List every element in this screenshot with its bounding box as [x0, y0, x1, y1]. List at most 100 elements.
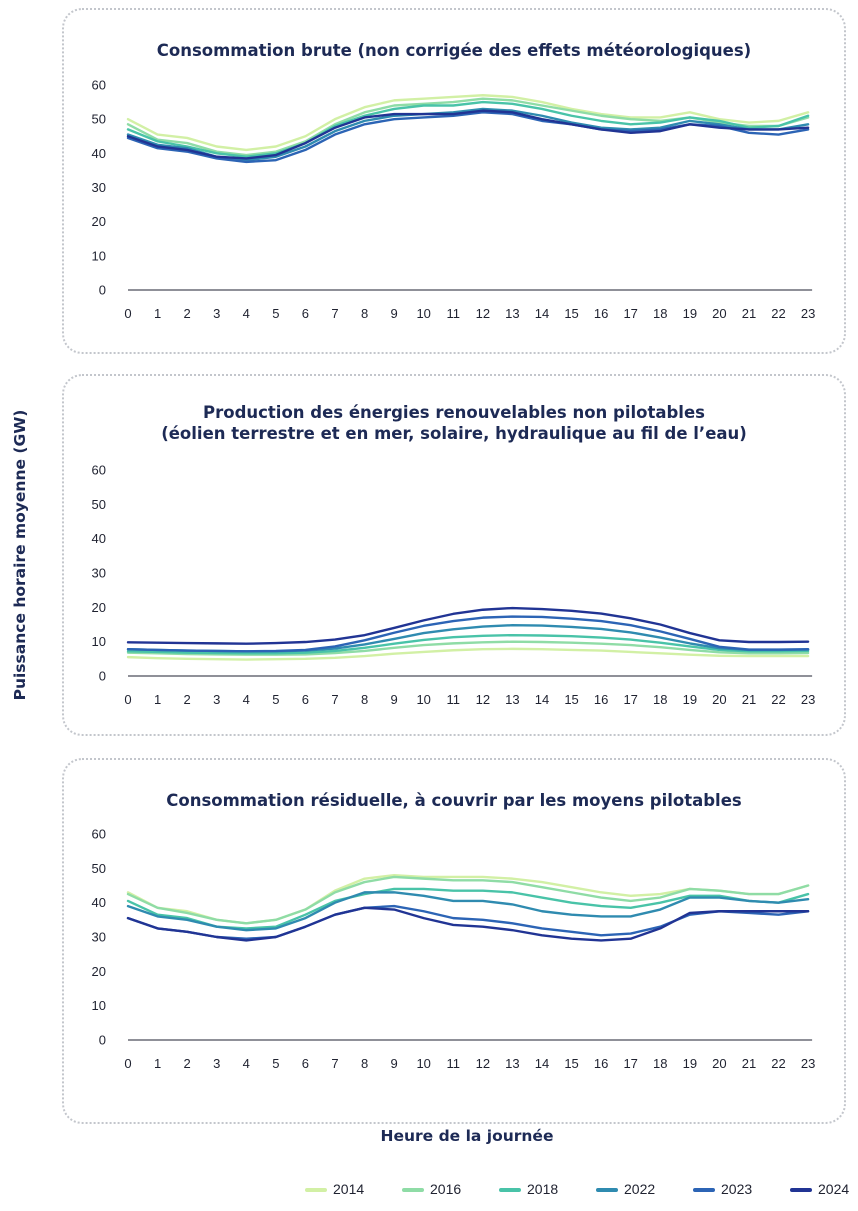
x-tick-label: 6	[302, 306, 309, 321]
x-tick-label: 3	[213, 1056, 220, 1071]
series-line-2024	[126, 109, 810, 160]
x-tick-label: 6	[302, 692, 309, 707]
x-tick-label: 4	[243, 306, 250, 321]
x-tick-label: 8	[361, 692, 368, 707]
y-tick-label: 0	[99, 283, 106, 298]
x-tick-label: 15	[564, 692, 578, 707]
legend-swatch	[596, 1188, 618, 1192]
x-tick-label: 14	[535, 1056, 549, 1071]
x-tick-label: 17	[623, 1056, 637, 1071]
x-tick-label: 17	[623, 692, 637, 707]
x-tick-label: 4	[243, 692, 250, 707]
x-tick-label: 21	[742, 1056, 756, 1071]
series-line-2024	[126, 906, 810, 942]
x-tick-label: 23	[801, 692, 815, 707]
x-tick-label: 18	[653, 306, 667, 321]
x-tick-label: 0	[124, 692, 131, 707]
x-tick-label: 16	[594, 306, 608, 321]
x-tick-label: 20	[712, 1056, 726, 1071]
y-axis-label: Puissance horaire moyenne (GW)	[11, 409, 29, 701]
x-tick-label: 14	[535, 692, 549, 707]
y-tick-label: 0	[99, 1033, 106, 1048]
x-tick-label: 14	[535, 306, 549, 321]
x-tick-label: 2	[184, 1056, 191, 1071]
y-tick-label: 60	[92, 463, 106, 478]
legend-swatch	[305, 1188, 327, 1192]
y-tick-label: 50	[92, 861, 106, 876]
x-tick-label: 10	[416, 1056, 430, 1071]
series-line-2016	[126, 640, 810, 656]
x-tick-label: 5	[272, 692, 279, 707]
x-tick-label: 1	[154, 692, 161, 707]
y-tick-label: 20	[92, 600, 106, 615]
x-tick-label: 1	[154, 1056, 161, 1071]
x-tick-label: 20	[712, 692, 726, 707]
x-tick-label: 21	[742, 306, 756, 321]
chart-title-line: Production des énergies renouvelables no…	[203, 403, 705, 422]
y-tick-label: 40	[92, 895, 106, 910]
x-tick-label: 23	[801, 306, 815, 321]
x-tick-label: 16	[594, 1056, 608, 1071]
legend-label: 2018	[527, 1181, 559, 1197]
y-tick-label: 20	[92, 214, 106, 229]
x-tick-label: 3	[213, 306, 220, 321]
series-line-2014	[126, 94, 810, 152]
x-tick-label: 7	[331, 1056, 338, 1071]
x-tick-label: 22	[771, 692, 785, 707]
x-tick-label: 2	[184, 306, 191, 321]
legend-swatch	[402, 1188, 424, 1192]
x-tick-label: 1	[154, 306, 161, 321]
x-tick-label: 10	[416, 306, 430, 321]
x-tick-label: 18	[653, 692, 667, 707]
x-tick-label: 3	[213, 692, 220, 707]
x-tick-label: 5	[272, 1056, 279, 1071]
chart-title: Consommation brute (non corrigée des eff…	[64, 40, 844, 61]
chart-panel-consommation-residuelle: Consommation résiduelle, à couvrir par l…	[62, 758, 846, 1124]
x-tick-label: 0	[124, 306, 131, 321]
x-tick-label: 13	[505, 692, 519, 707]
y-tick-label: 50	[92, 497, 106, 512]
x-tick-label: 10	[416, 692, 430, 707]
y-tick-label: 0	[99, 669, 106, 684]
x-tick-label: 12	[476, 692, 490, 707]
x-tick-label: 16	[594, 692, 608, 707]
legend-label: 2014	[333, 1181, 365, 1197]
y-tick-label: 20	[92, 964, 106, 979]
x-tick-label: 11	[447, 306, 461, 321]
series-line-2022	[126, 891, 810, 932]
x-tick-label: 5	[272, 306, 279, 321]
series-line-2016	[126, 875, 810, 925]
x-tick-label: 9	[391, 1056, 398, 1071]
x-tick-label: 21	[742, 692, 756, 707]
chart-title: Production des énergies renouvelables no…	[64, 402, 844, 444]
x-tick-label: 8	[361, 306, 368, 321]
legend-swatch	[790, 1188, 812, 1192]
x-tick-label: 19	[683, 306, 697, 321]
x-tick-label: 13	[505, 1056, 519, 1071]
series-line-2018	[126, 100, 810, 158]
series-line-2023	[126, 615, 810, 653]
legend-swatch	[499, 1188, 521, 1192]
chart-title-line: (éolien terrestre et en mer, solaire, hy…	[161, 424, 747, 443]
x-tick-label: 19	[683, 1056, 697, 1071]
x-tick-label: 7	[331, 692, 338, 707]
legend-swatch	[693, 1188, 715, 1192]
x-axis-label: Heure de la journée	[380, 1127, 554, 1145]
x-tick-label: 17	[623, 306, 637, 321]
x-tick-label: 15	[564, 1056, 578, 1071]
x-tick-label: 8	[361, 1056, 368, 1071]
legend-label: 2016	[430, 1181, 462, 1197]
x-tick-label: 9	[391, 692, 398, 707]
x-tick-label: 23	[801, 1056, 815, 1071]
series-line-2024	[126, 606, 810, 645]
y-tick-label: 60	[92, 827, 106, 842]
x-tick-label: 20	[712, 306, 726, 321]
y-tick-label: 40	[92, 531, 106, 546]
chart-panel-consommation-brute: Consommation brute (non corrigée des eff…	[62, 8, 846, 354]
chart-title-line: Consommation résiduelle, à couvrir par l…	[166, 791, 742, 810]
y-tick-label: 10	[92, 998, 106, 1013]
